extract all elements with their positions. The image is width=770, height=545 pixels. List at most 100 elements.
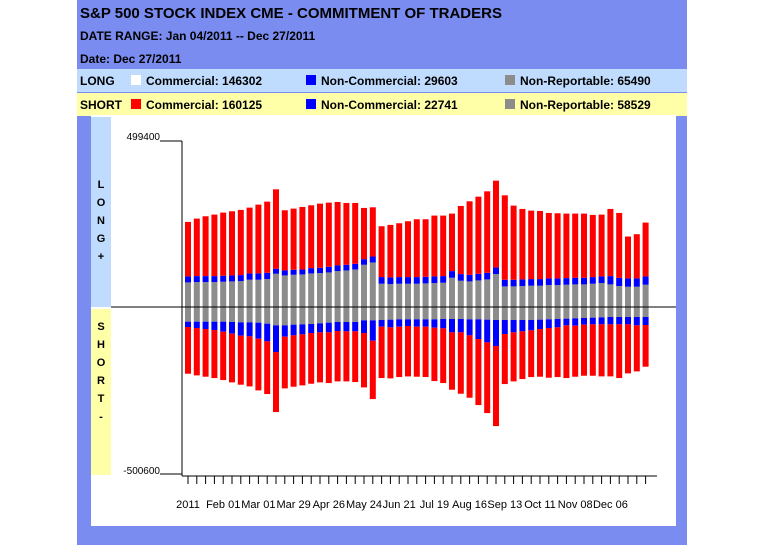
bar-short-commercial-38 bbox=[519, 331, 526, 380]
bar-short-non-commercial-47 bbox=[598, 317, 605, 325]
bar-long-non-reportable-18 bbox=[343, 270, 350, 307]
bar-long-commercial-51 bbox=[633, 234, 640, 279]
bar-long-non-reportable-9 bbox=[264, 279, 271, 307]
x-tick-label-3: Mar 29 bbox=[276, 499, 310, 511]
bar-long-commercial-6 bbox=[237, 209, 244, 276]
bar-long-non-commercial-7 bbox=[246, 273, 253, 280]
bar-short-commercial-19 bbox=[352, 331, 359, 383]
bar-long-non-reportable-2 bbox=[202, 282, 209, 307]
bar-long-non-reportable-30 bbox=[449, 277, 455, 307]
x-tick-label-5: May 24 bbox=[346, 499, 382, 511]
bar-long-non-commercial-6 bbox=[237, 275, 244, 282]
bar-long-non-commercial-42 bbox=[554, 278, 561, 286]
bar-short-non-reportable-35 bbox=[493, 307, 499, 321]
bar-short-non-commercial-9 bbox=[264, 323, 271, 342]
bar-short-non-commercial-4 bbox=[220, 321, 227, 332]
bar-long-non-reportable-40 bbox=[537, 285, 543, 307]
bar-long-non-reportable-50 bbox=[625, 286, 631, 307]
bar-short-non-reportable-40 bbox=[537, 307, 543, 320]
bar-long-commercial-38 bbox=[519, 208, 526, 280]
bar-short-non-reportable-46 bbox=[589, 307, 596, 318]
bar-long-commercial-28 bbox=[431, 215, 438, 277]
bar-long-non-reportable-17 bbox=[334, 271, 341, 307]
bar-long-commercial-7 bbox=[246, 207, 253, 274]
bar-short-non-reportable-15 bbox=[317, 307, 323, 324]
bar-long-commercial-3 bbox=[211, 214, 218, 277]
bar-long-non-reportable-10 bbox=[273, 273, 279, 307]
bar-short-non-reportable-50 bbox=[625, 307, 631, 318]
x-tick-label-1: Feb 01 bbox=[206, 499, 240, 511]
legend-long-label: LONG bbox=[80, 74, 115, 88]
bar-long-non-reportable-36 bbox=[501, 286, 508, 307]
bar-long-non-reportable-16 bbox=[325, 272, 332, 307]
bar-long-non-commercial-50 bbox=[625, 278, 631, 287]
bar-long-commercial-16 bbox=[325, 202, 332, 267]
bar-long-non-reportable-14 bbox=[308, 273, 315, 307]
bar-short-commercial-6 bbox=[237, 335, 244, 385]
bar-short-commercial-36 bbox=[501, 334, 508, 385]
x-tick-label-7: Jul 19 bbox=[420, 499, 449, 511]
bar-short-non-commercial-40 bbox=[537, 319, 543, 330]
bar-short-non-commercial-12 bbox=[290, 324, 297, 336]
bar-short-commercial-44 bbox=[572, 325, 579, 377]
x-tick-label-0: 2011 bbox=[176, 499, 200, 511]
bar-long-commercial-12 bbox=[290, 208, 297, 270]
bar-short-non-commercial-32 bbox=[466, 319, 473, 336]
bar-short-non-commercial-31 bbox=[457, 319, 464, 333]
legend-short-non-reportable: Non-Reportable: 58529 bbox=[520, 98, 651, 112]
bar-short-non-commercial-23 bbox=[387, 319, 394, 328]
bar-short-non-commercial-26 bbox=[413, 319, 420, 327]
bar-short-commercial-16 bbox=[325, 332, 332, 384]
long-side-letter-2: N bbox=[97, 215, 105, 227]
bar-short-non-commercial-42 bbox=[554, 319, 561, 328]
bar-long-non-reportable-33 bbox=[475, 280, 482, 307]
bar-short-non-reportable-14 bbox=[308, 307, 315, 325]
bar-short-non-commercial-1 bbox=[193, 321, 200, 329]
long-side-letter-1: O bbox=[96, 197, 106, 209]
bar-long-non-commercial-46 bbox=[589, 277, 596, 284]
bar-short-commercial-11 bbox=[281, 336, 288, 389]
bar-long-non-reportable-41 bbox=[545, 285, 552, 307]
bar-long-non-commercial-37 bbox=[510, 279, 517, 287]
bar-long-non-commercial-28 bbox=[431, 276, 438, 284]
bar-long-non-reportable-23 bbox=[387, 284, 394, 307]
bar-long-non-commercial-13 bbox=[299, 269, 306, 275]
bar-short-non-reportable-21 bbox=[369, 307, 376, 321]
bar-long-non-commercial-45 bbox=[581, 277, 587, 285]
bar-short-non-commercial-2 bbox=[202, 321, 209, 330]
bar-short-non-reportable-48 bbox=[607, 307, 614, 318]
bar-long-non-commercial-19 bbox=[352, 263, 359, 270]
x-tick-label-12: Dec 06 bbox=[593, 499, 628, 511]
legend-long-row: LONG Commercial: 146302 Non-Commercial: … bbox=[77, 69, 687, 92]
bar-short-commercial-23 bbox=[387, 327, 394, 379]
bar-short-non-reportable-43 bbox=[563, 307, 570, 319]
bar-short-non-reportable-30 bbox=[449, 307, 455, 320]
bar-long-non-reportable-46 bbox=[589, 283, 596, 307]
bar-short-non-commercial-39 bbox=[528, 320, 535, 331]
bar-short-non-reportable-34 bbox=[484, 307, 491, 320]
bar-long-non-reportable-1 bbox=[193, 282, 200, 307]
bar-short-non-commercial-14 bbox=[308, 324, 315, 334]
bar-short-non-commercial-3 bbox=[211, 321, 218, 331]
bar-long-commercial-27 bbox=[422, 219, 429, 277]
bar-long-commercial-39 bbox=[528, 210, 535, 280]
bar-short-non-reportable-42 bbox=[554, 307, 561, 320]
bar-short-non-reportable-37 bbox=[510, 307, 517, 321]
bar-long-non-reportable-13 bbox=[299, 274, 306, 307]
bar-long-non-reportable-27 bbox=[422, 283, 429, 307]
bar-long-non-commercial-20 bbox=[361, 259, 367, 265]
bar-long-non-reportable-49 bbox=[616, 286, 623, 307]
bar-long-non-commercial-10 bbox=[273, 268, 279, 274]
bar-long-non-commercial-27 bbox=[422, 276, 429, 284]
bar-long-non-reportable-42 bbox=[554, 285, 561, 307]
bar-long-commercial-47 bbox=[598, 214, 605, 277]
bar-long-non-reportable-52 bbox=[642, 284, 649, 307]
bar-short-non-commercial-5 bbox=[229, 322, 235, 334]
bar-long-commercial-17 bbox=[334, 201, 341, 266]
bar-short-non-commercial-33 bbox=[475, 319, 482, 340]
short-side-letter-1: H bbox=[97, 339, 105, 351]
bar-short-non-reportable-22 bbox=[378, 307, 385, 321]
bar-short-non-reportable-41 bbox=[545, 307, 552, 320]
bar-long-non-reportable-15 bbox=[317, 273, 323, 307]
bar-long-commercial-32 bbox=[466, 201, 473, 275]
